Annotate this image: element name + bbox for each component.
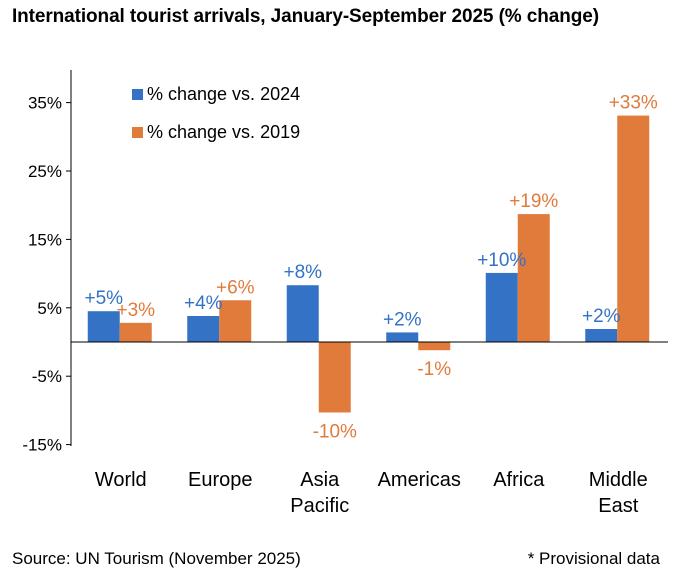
bar-vs-2019	[617, 115, 650, 342]
x-category-label: World	[95, 469, 147, 491]
legend-label-vs-2019: % change vs. 2019	[147, 122, 300, 142]
y-tick-label: 25%	[28, 162, 62, 181]
x-category-label: Pacific	[290, 495, 349, 517]
x-category-label: Middle	[589, 469, 648, 491]
data-label-vs-2019: +3%	[116, 300, 155, 321]
y-tick-label: -15%	[22, 436, 62, 455]
x-category-label: East	[598, 495, 638, 517]
data-label-vs-2024: +4%	[184, 293, 223, 314]
y-tick-label: 15%	[28, 230, 62, 249]
chart-title: International tourist arrivals, January-…	[12, 6, 599, 27]
data-label-vs-2024: +2%	[383, 309, 422, 330]
data-label-vs-2024: +10%	[477, 250, 526, 271]
legend-swatch-vs-2024	[132, 89, 143, 100]
bar-vs-2019	[318, 342, 351, 413]
data-label-vs-2019: -1%	[417, 359, 451, 380]
data-label-vs-2024: +8%	[283, 262, 322, 283]
bar-vs-2024	[87, 311, 120, 342]
bar-vs-2019	[219, 300, 252, 342]
data-label-vs-2019: +33%	[609, 93, 658, 114]
x-category-label: Asia	[300, 469, 340, 491]
y-tick-label: 35%	[28, 94, 62, 113]
bar-vs-2024	[187, 316, 220, 342]
data-label-vs-2019: -10%	[313, 421, 357, 442]
y-tick-label: 5%	[37, 299, 62, 318]
provisional-note: * Provisional data	[527, 549, 660, 568]
bar-vs-2024	[286, 285, 319, 342]
x-category-label: Americas	[378, 469, 461, 491]
bar-vs-2024	[585, 329, 618, 342]
y-tick-label: -5%	[32, 367, 62, 386]
data-label-vs-2024: +5%	[84, 288, 123, 309]
data-label-vs-2024: +2%	[582, 306, 621, 327]
bar-vs-2019	[119, 322, 152, 342]
legend-label-vs-2024: % change vs. 2024	[147, 84, 300, 104]
data-label-vs-2019: +19%	[509, 191, 558, 212]
bar-vs-2019	[418, 342, 451, 351]
bar-vs-2024	[386, 332, 419, 342]
source-note: Source: UN Tourism (November 2025)	[12, 549, 301, 568]
x-category-label: Europe	[188, 469, 253, 491]
bar-vs-2019	[517, 214, 550, 342]
data-label-vs-2019: +6%	[216, 277, 255, 298]
legend-swatch-vs-2019	[132, 127, 143, 138]
x-category-label: Africa	[493, 469, 545, 491]
bar-vs-2024	[485, 272, 518, 342]
